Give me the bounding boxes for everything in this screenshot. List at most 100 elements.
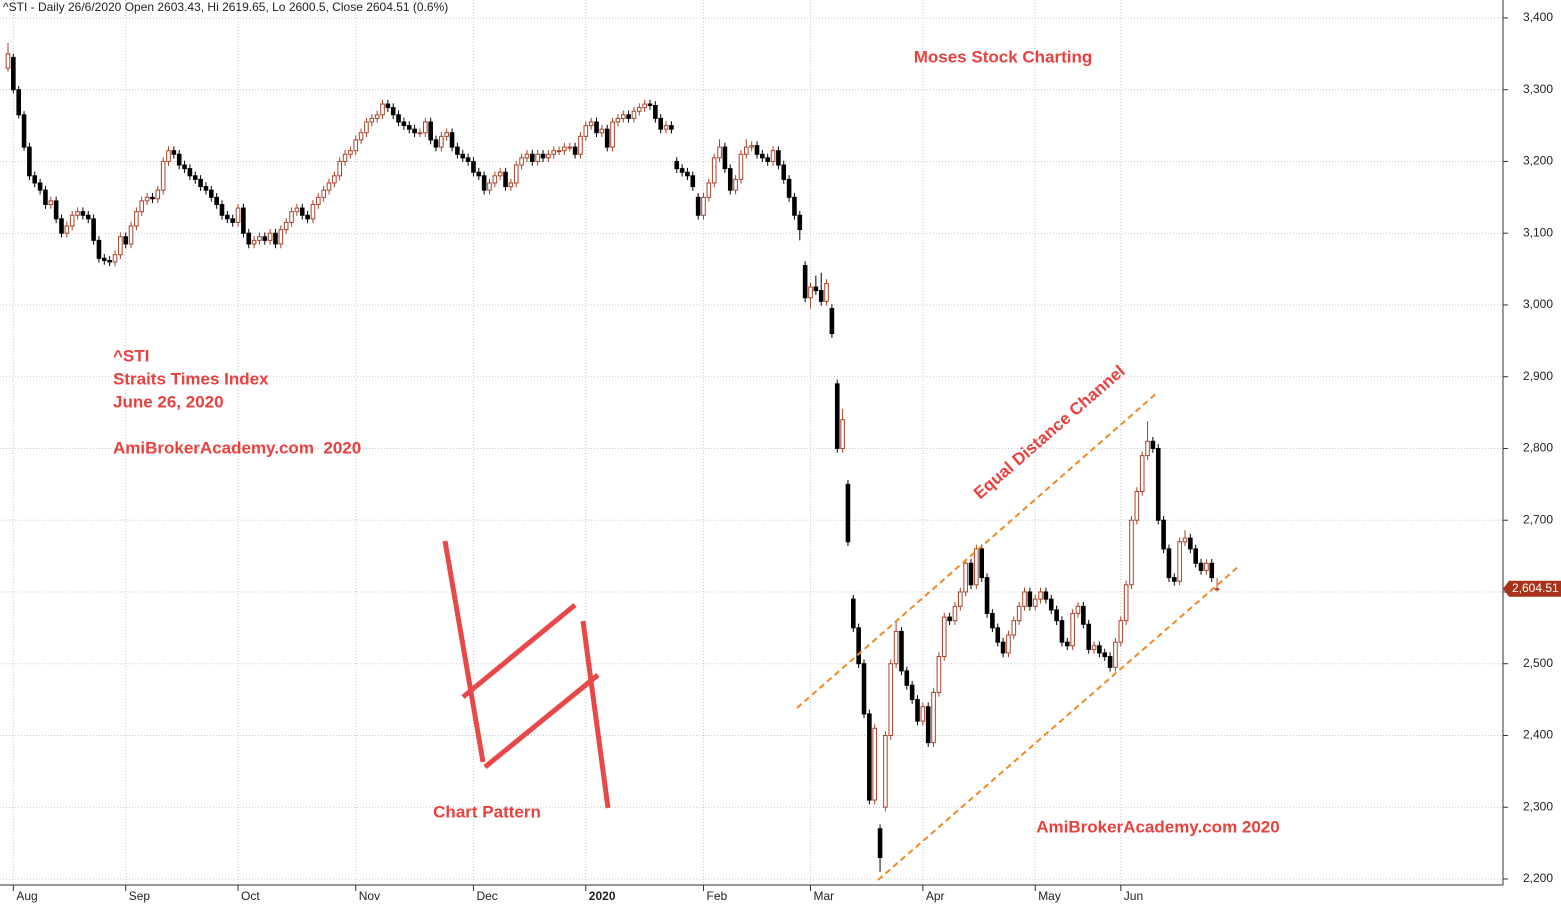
- candle-body: [1198, 562, 1204, 571]
- candle-body: [1107, 656, 1113, 668]
- candle-body: [674, 160, 680, 170]
- y-tick-label: 3,000: [1523, 297, 1553, 311]
- candle-body: [251, 239, 257, 245]
- candle-body: [968, 562, 974, 586]
- candle-body: [11, 56, 16, 91]
- candle-body: [1161, 519, 1166, 550]
- candle-body: [1081, 605, 1086, 625]
- candle-body: [155, 189, 161, 200]
- candle-body: [856, 627, 861, 665]
- candle-body: [695, 196, 701, 216]
- candle-body: [134, 211, 139, 227]
- candle-body: [546, 153, 551, 159]
- candle-body: [786, 178, 792, 198]
- candle-body: [770, 150, 776, 162]
- candle-body: [947, 616, 952, 622]
- candle-body: [792, 196, 797, 216]
- candle-body: [1006, 634, 1011, 654]
- candle-body: [685, 171, 690, 177]
- x-tick-label: Oct: [241, 889, 260, 903]
- candle-body: [540, 153, 546, 159]
- y-tick-label: 3,100: [1523, 225, 1553, 239]
- candle-body: [1075, 605, 1081, 614]
- candle-body: [615, 117, 621, 123]
- candle-body: [69, 214, 75, 227]
- y-tick-label: 2,500: [1523, 656, 1553, 670]
- candle-body: [936, 656, 942, 693]
- candle-body: [1022, 591, 1027, 607]
- candle-body: [21, 114, 27, 148]
- candle-body: [744, 146, 749, 155]
- candle-body: [380, 103, 385, 116]
- y-tick-label: 2,900: [1523, 369, 1553, 383]
- candle-body: [337, 160, 342, 177]
- candle-body: [867, 713, 872, 801]
- x-tick-label: Sep: [129, 889, 151, 903]
- candle-body: [952, 605, 958, 622]
- x-tick-label: Aug: [16, 889, 37, 903]
- candle-body: [1118, 620, 1124, 643]
- candle-body: [963, 562, 968, 593]
- candle-body: [765, 157, 771, 162]
- candle-body: [1065, 641, 1070, 647]
- candle-body: [802, 264, 808, 299]
- candle-body: [1139, 455, 1145, 493]
- candle-body: [267, 232, 273, 241]
- chart-pattern: [442, 540, 611, 809]
- candle-body: [299, 207, 305, 216]
- candle-body: [1059, 620, 1065, 643]
- candle-body: [492, 175, 498, 184]
- candle-body: [754, 145, 760, 155]
- annotation: Straits Times Index: [113, 369, 269, 388]
- candle-body: [861, 663, 867, 715]
- candle-body: [706, 182, 712, 198]
- annotation: AmiBrokerAcademy.com 2020: [1036, 817, 1279, 836]
- candle-body: [781, 164, 787, 180]
- candle-body: [32, 175, 38, 184]
- candle-body: [444, 132, 449, 137]
- pattern-line: [483, 673, 600, 769]
- candle-body: [96, 239, 102, 259]
- candle-body: [519, 157, 524, 166]
- candle-body: [225, 214, 230, 220]
- candle-body: [273, 232, 278, 245]
- candle-body: [749, 145, 754, 148]
- candle-body: [701, 196, 706, 216]
- candle-body: [59, 218, 64, 234]
- candle-body: [433, 139, 439, 148]
- y-tick-label: 3,200: [1523, 154, 1553, 168]
- candle-body: [888, 663, 894, 736]
- candle-body: [1193, 548, 1199, 564]
- candle-body: [776, 150, 781, 166]
- candle-body: [283, 221, 289, 231]
- candle-body: [417, 132, 423, 135]
- candle-body: [289, 211, 294, 223]
- candle-body: [369, 117, 375, 123]
- candle-body: [1166, 548, 1172, 579]
- candle-body: [925, 706, 931, 744]
- candle-body: [995, 627, 1001, 643]
- candle-body: [658, 117, 664, 130]
- candle-body: [845, 483, 851, 543]
- candle-body: [1113, 641, 1118, 668]
- annotation: June 26, 2020: [113, 392, 224, 411]
- candle-body: [1070, 612, 1075, 647]
- candle-body: [834, 383, 840, 449]
- candle-body: [562, 146, 567, 152]
- candle-body: [626, 114, 631, 119]
- candle-body: [1027, 591, 1033, 607]
- candle-body: [192, 175, 198, 180]
- annotation: Chart Pattern: [433, 802, 541, 821]
- candle-body: [235, 207, 241, 223]
- candle-body: [508, 182, 514, 188]
- x-tick-label: Feb: [707, 889, 728, 903]
- candle-body: [1086, 623, 1092, 650]
- candle-body: [219, 203, 225, 216]
- candle-body: [872, 727, 878, 801]
- candle-body: [1097, 645, 1102, 654]
- candle-body: [1011, 620, 1017, 636]
- candle-body: [91, 218, 96, 241]
- candle-body: [1182, 537, 1188, 543]
- candle-body: [150, 196, 155, 200]
- candle-body: [920, 706, 926, 722]
